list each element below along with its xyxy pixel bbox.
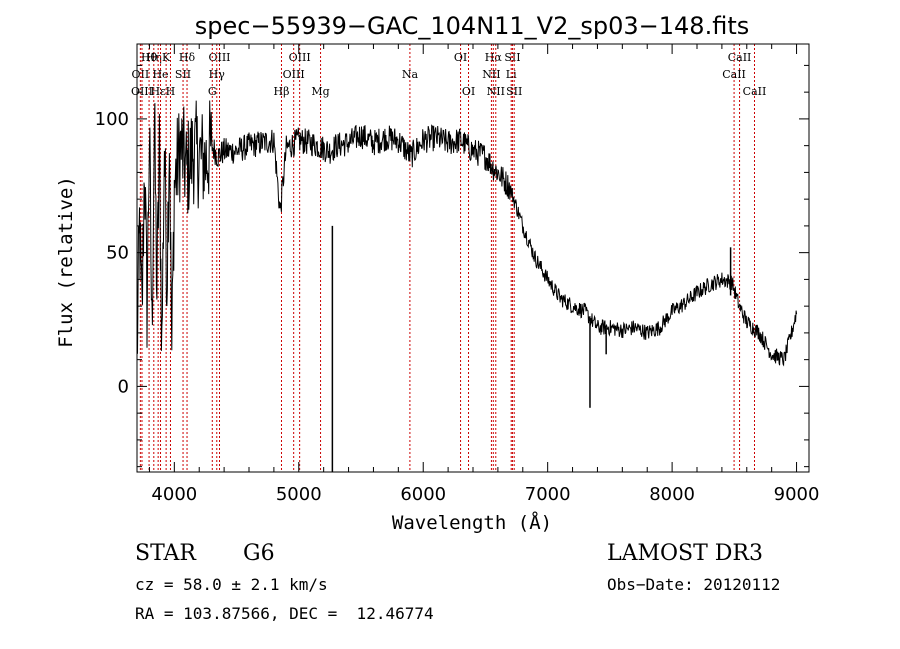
marker-label: Mg — [311, 85, 329, 98]
marker-label: OI — [462, 85, 475, 98]
marker-label: Hγ — [209, 68, 226, 81]
marker-label: OIII — [283, 68, 305, 81]
marker-label: SII — [506, 85, 522, 98]
marker-label: He — [152, 68, 168, 81]
coords-line: RA = 103.87566, DEC = 12.46774 — [135, 604, 434, 623]
y-axis-ticks: 0 50 100 — [95, 64, 809, 468]
marker-label: Hη — [146, 51, 162, 64]
marker-label: OIII — [131, 85, 153, 98]
x-tick-label: 4000 — [151, 484, 197, 505]
chart-title: spec−55939−GAC_104N11_V2_sp03−148.fits — [195, 12, 749, 40]
object-class: STAR — [135, 541, 197, 566]
x-tick-label: 9000 — [774, 484, 820, 505]
y-axis-label: Flux (relative) — [55, 176, 77, 348]
marker-label: H — [166, 85, 176, 98]
marker-label: SII — [504, 51, 520, 64]
marker-label: Li — [506, 68, 517, 81]
obs-date: Obs−Date: 20120112 — [607, 575, 780, 594]
y-tick-label: 50 — [106, 243, 129, 264]
marker-label: CaII — [728, 51, 752, 64]
x-tick-label: 5000 — [276, 484, 322, 505]
marker-label: OIII — [289, 51, 311, 64]
y-tick-label: 0 — [118, 376, 129, 397]
x-tick-label: 8000 — [649, 484, 695, 505]
marker-label: Hδ — [179, 51, 196, 64]
x-tick-label: 7000 — [525, 484, 571, 505]
marker-label: NII — [487, 85, 505, 98]
x-axis-ticks: 4000 5000 6000 7000 8000 9000 — [148, 44, 820, 505]
object-subclass: G6 — [243, 541, 275, 566]
marker-label: Hα — [485, 51, 503, 64]
marker-label: OI — [454, 51, 467, 64]
redshift-line: cz = 58.0 ± 2.1 km/s — [135, 575, 328, 594]
marker-label: CaII — [743, 85, 767, 98]
plot-frame — [136, 43, 810, 473]
marker-label: OIII — [208, 51, 230, 64]
y-tick-label: 100 — [95, 109, 129, 130]
marker-label: OII — [132, 68, 150, 81]
marker-label: SII — [175, 68, 191, 81]
flux-line — [136, 100, 798, 367]
marker-label: K — [162, 51, 171, 64]
marker-label: Hε — [151, 85, 167, 98]
x-tick-label: 6000 — [400, 484, 446, 505]
flux-series — [136, 100, 798, 472]
marker-label: CaII — [722, 68, 746, 81]
survey-name: LAMOST DR3 — [607, 541, 763, 566]
marker-label: NII — [482, 68, 500, 81]
x-axis-label: Wavelength (Å) — [392, 511, 552, 534]
marker-label: Na — [402, 68, 419, 81]
marker-label: Hβ — [274, 85, 290, 98]
marker-label: G — [208, 85, 217, 98]
